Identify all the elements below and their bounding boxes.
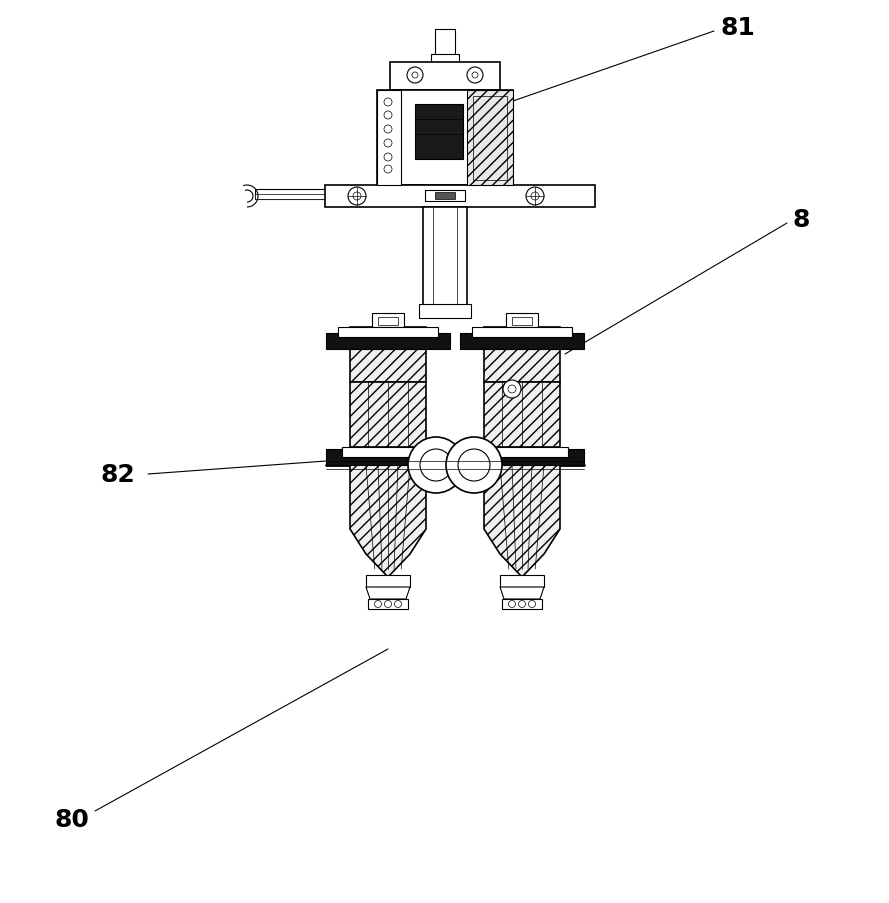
Bar bbox=[484, 383, 560, 448]
Circle shape bbox=[467, 68, 483, 84]
Circle shape bbox=[526, 188, 544, 206]
Text: 8: 8 bbox=[793, 208, 811, 232]
Circle shape bbox=[458, 450, 490, 481]
Bar bbox=[372, 313, 404, 328]
Bar bbox=[502, 600, 542, 610]
Bar bbox=[423, 208, 467, 312]
Bar bbox=[325, 186, 595, 208]
Polygon shape bbox=[467, 91, 513, 186]
Bar bbox=[419, 304, 471, 319]
Polygon shape bbox=[366, 587, 410, 600]
Circle shape bbox=[408, 438, 464, 493]
Circle shape bbox=[472, 73, 478, 79]
Bar bbox=[473, 97, 507, 181]
Circle shape bbox=[348, 188, 366, 206]
Bar bbox=[342, 448, 434, 458]
Bar bbox=[378, 318, 398, 326]
Bar bbox=[255, 190, 327, 200]
Bar bbox=[415, 105, 463, 160]
Bar bbox=[350, 328, 426, 383]
Bar bbox=[255, 195, 333, 200]
Text: 80: 80 bbox=[55, 807, 90, 831]
Bar bbox=[472, 328, 572, 338]
Circle shape bbox=[420, 450, 452, 481]
Circle shape bbox=[384, 112, 392, 120]
Bar bbox=[500, 575, 544, 587]
Bar bbox=[366, 575, 410, 587]
Circle shape bbox=[384, 126, 392, 134]
Circle shape bbox=[446, 438, 502, 493]
Circle shape bbox=[407, 68, 423, 84]
Bar bbox=[476, 448, 568, 458]
Circle shape bbox=[531, 192, 539, 200]
Bar bbox=[350, 383, 426, 448]
Circle shape bbox=[384, 99, 392, 107]
Polygon shape bbox=[350, 465, 426, 577]
Bar bbox=[431, 55, 459, 63]
Bar bbox=[377, 91, 513, 186]
Text: 81: 81 bbox=[720, 16, 755, 40]
Circle shape bbox=[353, 192, 361, 200]
Polygon shape bbox=[500, 587, 544, 600]
Circle shape bbox=[374, 600, 381, 608]
Bar bbox=[326, 333, 450, 349]
Bar bbox=[435, 30, 455, 58]
Circle shape bbox=[509, 600, 516, 608]
Circle shape bbox=[384, 154, 392, 162]
Polygon shape bbox=[484, 465, 560, 577]
Bar bbox=[377, 91, 401, 186]
Circle shape bbox=[528, 600, 535, 608]
Text: 82: 82 bbox=[100, 462, 135, 487]
Bar bbox=[460, 450, 584, 465]
Circle shape bbox=[508, 386, 516, 394]
Bar bbox=[484, 328, 560, 383]
Circle shape bbox=[384, 140, 392, 148]
Bar bbox=[338, 328, 438, 338]
Bar bbox=[435, 192, 455, 200]
Circle shape bbox=[503, 380, 521, 398]
Bar bbox=[390, 63, 500, 91]
Circle shape bbox=[395, 600, 402, 608]
Circle shape bbox=[518, 600, 525, 608]
Circle shape bbox=[384, 166, 392, 173]
Bar bbox=[506, 313, 538, 328]
Bar bbox=[512, 318, 532, 326]
Bar bbox=[326, 450, 450, 465]
Bar bbox=[368, 600, 408, 610]
Bar bbox=[460, 333, 584, 349]
Bar bbox=[425, 191, 465, 201]
Circle shape bbox=[412, 73, 418, 79]
Circle shape bbox=[385, 600, 391, 608]
